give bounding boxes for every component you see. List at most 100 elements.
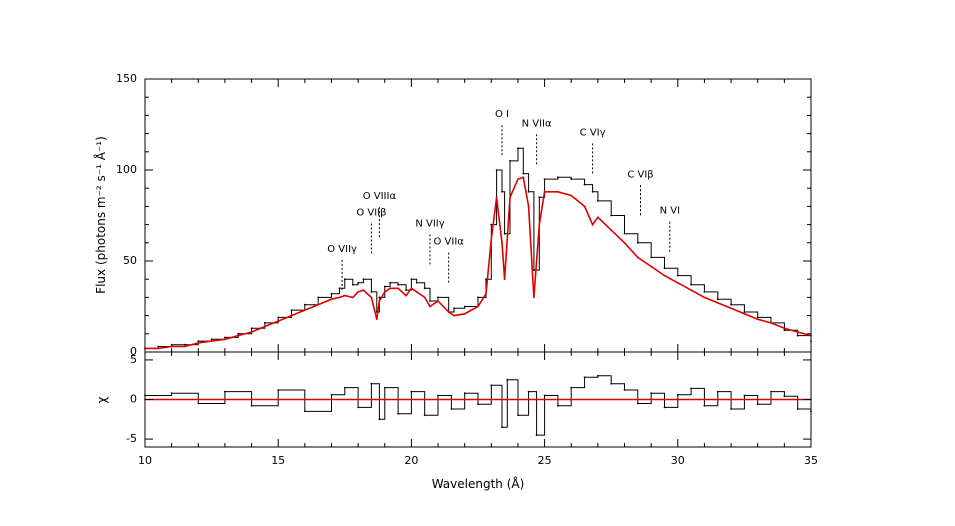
residuals-panel: -5 0 5 10 15 20 25 30 35 χ Wavelength (Å): [95, 351, 818, 491]
spectrum-model-point: [570, 194, 573, 197]
residual-data-point: [663, 406, 666, 409]
spectrum-model-point: [415, 291, 418, 293]
spectrum-model-point: [477, 305, 479, 308]
spectrum-model-point: [375, 318, 378, 321]
spectrum-model-point: [357, 291, 359, 293]
spectrum-data-point: [330, 292, 333, 295]
spectrum-model-point: [636, 256, 639, 259]
spectrum-y-axis-title: Flux (photons m⁻² s⁻¹ Å⁻¹): [93, 136, 108, 294]
annotation-label: C VIγ: [580, 127, 606, 138]
residual-data-point: [527, 390, 530, 393]
spectrum-model-point: [264, 325, 266, 328]
spectrum-data-line: [145, 147, 812, 349]
spectrum-model-point: [783, 327, 786, 330]
annotation-label: N VIIγ: [415, 218, 444, 229]
spectrum-model-point: [796, 331, 799, 333]
spectrum-model-point: [197, 342, 200, 344]
residual-data-point: [730, 408, 732, 410]
spectrum-model-point: [237, 334, 240, 337]
spectrum-model-point: [410, 287, 413, 290]
spectrum-model-point: [690, 289, 692, 291]
spectrum-model-point: [303, 309, 306, 311]
residual-data-point: [357, 406, 359, 409]
spectrum-model-point: [591, 223, 594, 226]
residuals-y-axis-title: χ: [95, 396, 109, 403]
spectrum-model-point: [405, 294, 407, 297]
spectrum-data-point: [338, 287, 341, 290]
spectrum-model-point: [527, 205, 530, 208]
annotation-label: N VIIα: [522, 118, 552, 129]
residual-data-point: [450, 408, 453, 410]
spectrum-model-point: [157, 347, 160, 350]
residual-data-point: [570, 386, 573, 389]
spectrum-data-point: [357, 281, 359, 284]
spectrum-model-point: [437, 300, 439, 302]
residual-data-point: [583, 376, 586, 379]
spectrum-model-point: [210, 340, 213, 342]
spectrum-data-point: [429, 300, 431, 302]
spectrum-model-point: [522, 176, 525, 179]
spectrum-data-point: [485, 278, 487, 281]
spectrum-model-point: [730, 307, 732, 310]
spectrum-model-point: [623, 241, 626, 244]
x-axis-title: Wavelength (Å): [432, 476, 525, 491]
annotation-label: O I: [495, 109, 509, 120]
residual-data-point: [224, 390, 226, 393]
residual-data-point: [477, 403, 479, 406]
spectrum-data-point: [623, 232, 626, 235]
spectrum-model-point: [378, 300, 381, 302]
spectrum-model-point: [543, 190, 546, 193]
y-tick-label: 0: [130, 345, 137, 358]
spectrum-model-point: [184, 345, 186, 348]
annotation-label: O VIIα: [434, 237, 465, 248]
spectrum-data-point: [303, 303, 306, 306]
spectrum-data-point: [501, 190, 503, 193]
residual-data-point: [463, 392, 466, 395]
spectrum-data-point: [610, 214, 613, 217]
spectrum-model-point: [343, 294, 346, 297]
spectrum-model-point: [509, 196, 511, 199]
residual-data-point: [383, 386, 386, 389]
spectrum-data-point: [495, 169, 498, 171]
spectrum-data-point: [237, 332, 240, 335]
spectrum-data-point: [503, 232, 506, 235]
annotation-label: O VIIγ: [327, 244, 357, 255]
spectrum-model-point: [224, 338, 226, 341]
residual-data-point: [397, 412, 399, 415]
spectrum-data-point: [477, 296, 479, 299]
spectrum-model-point: [676, 281, 679, 284]
spectrum-model-point: [330, 298, 333, 301]
spectrum-data-point: [509, 160, 511, 162]
spectrum-model-point: [517, 178, 519, 181]
spectrum-model-point: [503, 278, 506, 281]
spectrum-model-point: [250, 331, 253, 333]
spectrum-model-point: [533, 296, 535, 299]
spectrum-data-point: [527, 190, 530, 193]
spectrum-model-point: [490, 238, 493, 241]
spectrum-data-point: [703, 291, 706, 293]
spectrum-data-point: [383, 285, 386, 288]
spectrum-model-point: [485, 292, 487, 295]
spectrum-data-point: [437, 296, 439, 299]
spectrum-data-point: [389, 281, 391, 284]
residual-data-point: [197, 402, 200, 405]
spectrum-data-point: [730, 303, 732, 306]
spectrum-data-point: [650, 256, 653, 259]
spectrum-data-point: [290, 309, 293, 311]
spectrum-data-point: [663, 267, 666, 270]
spectrum-model-point: [703, 296, 706, 299]
spectrum-model-point: [650, 265, 653, 268]
spectrum-data-point: [690, 283, 692, 286]
spectrum-data-point: [796, 334, 799, 337]
residual-data-point: [378, 418, 381, 421]
spectrum-data-point: [570, 178, 573, 181]
spectrum-data-point: [370, 291, 373, 293]
x-tick-label: 30: [671, 454, 685, 467]
residual-data-point: [716, 390, 719, 393]
spectrum-model-point: [290, 314, 293, 317]
residual-data-point: [250, 404, 253, 407]
y-tick-label: 0: [130, 393, 137, 406]
residual-data-point: [770, 390, 772, 393]
